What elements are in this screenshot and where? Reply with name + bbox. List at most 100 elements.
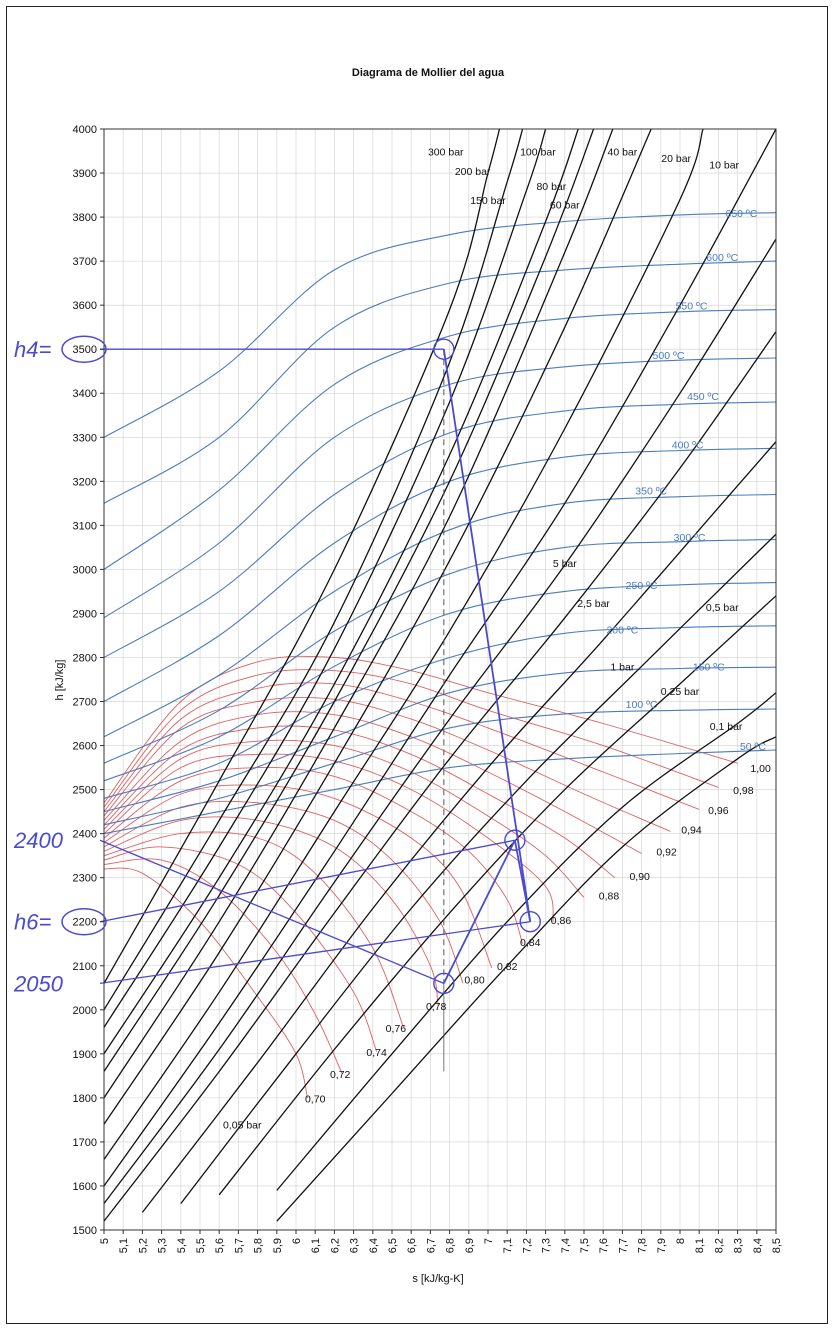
y-tick-label: 1900 xyxy=(73,1049,97,1061)
isotherm-label: 50 ºC xyxy=(740,741,766,753)
x-tick-label: 8 xyxy=(675,1238,687,1244)
y-tick-label: 3000 xyxy=(73,564,97,576)
y-tick-label: 2700 xyxy=(73,697,97,709)
x-tick-label: 6,1 xyxy=(310,1238,322,1253)
isobar-label: 0,5 bar xyxy=(706,602,739,614)
isotherm-line xyxy=(104,309,776,570)
x-tick-label: 8,2 xyxy=(713,1238,725,1253)
x-tick-label: 6,7 xyxy=(425,1238,437,1253)
axes: 1500 1600 1700 1800 1900 2000 2100 2200 2300 2400… xyxy=(73,124,783,1253)
isobar-line xyxy=(104,129,547,1028)
x-tick-label: 8,3 xyxy=(733,1238,745,1253)
x-tick-label: 6,8 xyxy=(445,1238,457,1253)
isobar-line xyxy=(104,129,652,1125)
quality-line xyxy=(104,669,719,808)
isotherm-line xyxy=(104,260,776,504)
y-tick-label: 2900 xyxy=(73,608,97,620)
quality-line xyxy=(104,711,642,854)
x-tick-label: 6,5 xyxy=(387,1238,399,1253)
quality-line xyxy=(104,753,554,922)
readout-line xyxy=(99,839,445,984)
handwritten-label: h6= xyxy=(14,910,51,935)
x-tick-label: 7,3 xyxy=(541,1238,553,1253)
isotherm-label: 400 ºC xyxy=(672,439,704,451)
curve-labels: 300 bar 200 bar 150 bar 100 bar 80 bar 60 bar… xyxy=(223,146,771,1131)
isotherm-line xyxy=(104,212,776,438)
readout-line xyxy=(99,921,531,985)
isotherm-line xyxy=(104,625,776,799)
quality-line xyxy=(104,696,671,832)
x-tick-label: 7,7 xyxy=(617,1238,629,1253)
x-tick-label: 6 xyxy=(291,1238,303,1244)
x-tick-label: 6,2 xyxy=(329,1238,341,1253)
x-tick-label: 5,9 xyxy=(272,1238,284,1253)
y-tick-label: 3400 xyxy=(73,388,97,400)
y-tick-label: 3300 xyxy=(73,432,97,444)
quality-label: 0,86 xyxy=(551,915,572,927)
isotherm-line xyxy=(104,708,776,826)
isotherm-line xyxy=(104,357,776,619)
x-tick-label: 5,3 xyxy=(157,1238,169,1253)
isotherm-label: 150 ºC xyxy=(693,662,725,674)
isobar-line xyxy=(104,129,776,1187)
x-tick-label: 6,3 xyxy=(349,1238,361,1253)
y-tick-label: 1800 xyxy=(73,1093,97,1105)
quality-line xyxy=(104,816,439,1006)
isobar-label: 0,25 bar xyxy=(661,686,700,698)
quality-label: 0,70 xyxy=(305,1093,326,1105)
isotherm-label: 650 ºC xyxy=(726,208,758,220)
isobar-line xyxy=(276,736,776,1222)
quality-label: 0,98 xyxy=(733,785,754,797)
isobar-label: 40 bar xyxy=(608,146,638,158)
y-tick-label: 3900 xyxy=(73,168,97,180)
y-tick-label: 2200 xyxy=(73,917,97,929)
x-tick-label: 7,1 xyxy=(502,1238,514,1253)
isobar-label: 5 bar xyxy=(553,558,577,570)
x-tick-label: 8,5 xyxy=(771,1238,783,1253)
x-tick-label: 5,7 xyxy=(233,1238,245,1253)
quality-label: 0,84 xyxy=(520,937,541,949)
process-path xyxy=(99,338,541,1072)
isotherm-line xyxy=(104,749,776,835)
isobar-line xyxy=(104,129,501,984)
quality-line xyxy=(104,655,738,804)
isobar-line xyxy=(104,238,776,1204)
isotherm-line xyxy=(104,582,776,782)
isobar-label: 20 bar xyxy=(661,153,691,165)
x-tick-label: 7,8 xyxy=(637,1238,649,1253)
quality-line xyxy=(104,682,700,812)
isotherms xyxy=(104,212,776,835)
x-tick-label: 5,8 xyxy=(253,1238,265,1253)
isotherm-line xyxy=(104,493,776,738)
quality-line xyxy=(104,784,493,969)
x-tick-label: 6,6 xyxy=(406,1238,418,1253)
y-tick-label: 2800 xyxy=(73,652,97,664)
isobar-line xyxy=(180,533,776,1204)
isobar-label: 60 bar xyxy=(550,199,580,211)
isotherm-label: 600 ºC xyxy=(706,252,738,264)
chart-frame xyxy=(6,6,828,1324)
x-tick-label: 7,2 xyxy=(521,1238,533,1253)
isobar-label: 0,1 bar xyxy=(710,721,743,733)
isobar-line xyxy=(104,129,579,1055)
isobar-label: 200 bar xyxy=(455,166,491,178)
y-tick-label: 2300 xyxy=(73,873,97,885)
isotherm-label: 450 ºC xyxy=(687,391,719,403)
handwritten-label: 2400 xyxy=(13,828,64,853)
isobar-label: 300 bar xyxy=(428,146,464,158)
quality-line xyxy=(104,846,378,1052)
y-tick-label: 2400 xyxy=(73,829,97,841)
quality-label: 0,90 xyxy=(629,871,650,883)
quality-label: 0,82 xyxy=(497,961,518,973)
quality-label: 1,00 xyxy=(750,763,771,775)
quality-line xyxy=(104,800,464,984)
y-tick-label: 1600 xyxy=(73,1181,97,1193)
isotherm-label: 500 ºC xyxy=(653,350,685,362)
isotherm-label: 100 ºC xyxy=(626,699,658,711)
y-tick-label: 3700 xyxy=(73,256,97,268)
y-tick-label: 1500 xyxy=(73,1225,97,1237)
isobar-label: 0,05 bar xyxy=(223,1120,262,1132)
isotherm-label: 250 ºC xyxy=(626,580,658,592)
x-tick-label: 7,9 xyxy=(656,1238,668,1253)
isotherm-line xyxy=(104,447,776,702)
